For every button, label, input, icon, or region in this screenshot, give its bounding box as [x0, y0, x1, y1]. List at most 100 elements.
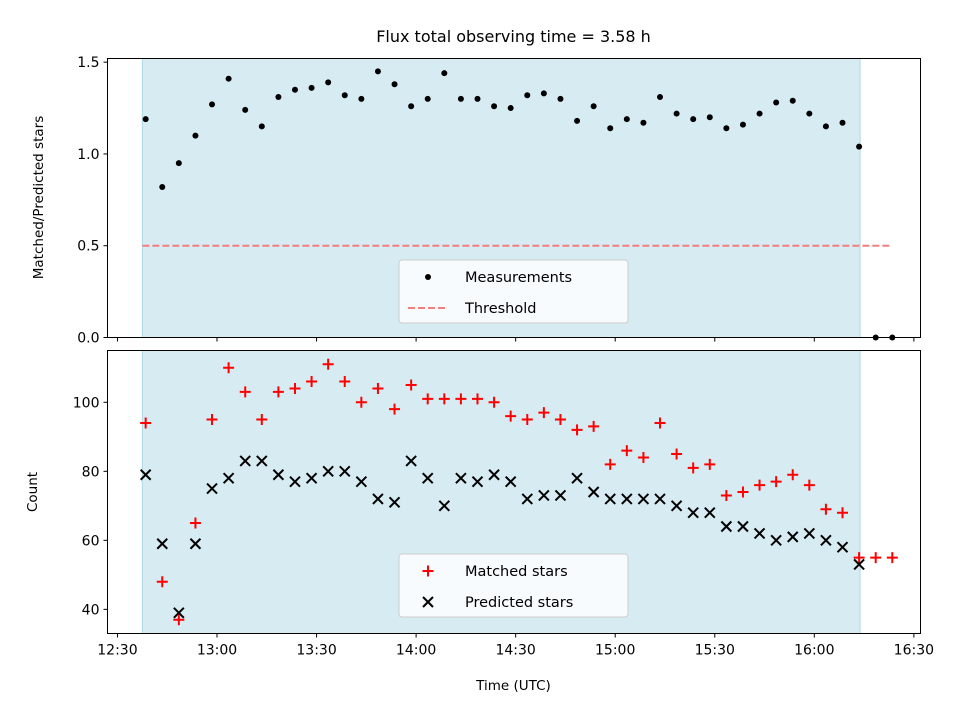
measurement-point	[856, 143, 863, 150]
x-tick-label: 14:30	[495, 643, 535, 659]
predicted-stars-point	[704, 506, 716, 519]
top-legend: Measurements Threshold	[398, 259, 629, 324]
legend-predicted-marker	[422, 596, 434, 608]
bottom-y-tick-label: 100	[73, 395, 100, 411]
matched-stars-point	[571, 424, 583, 436]
matched-stars-point	[671, 448, 683, 460]
predicted-stars-point	[239, 455, 251, 467]
top-legend-box	[398, 259, 629, 324]
measurement-point	[507, 105, 514, 112]
count-panel: 40 60 80 100 12:30 13:00 13:30 14:00 14:30 15:00 1…	[73, 350, 934, 659]
matched-stars-point	[803, 479, 815, 491]
top-y-tick-label: 1.0	[77, 147, 99, 163]
measurement-point	[192, 132, 199, 139]
measurement-point	[374, 68, 381, 75]
matched-stars-point	[770, 476, 782, 488]
predicted-stars-point	[787, 531, 799, 543]
measurement-point	[773, 99, 780, 106]
predicted-stars-point	[770, 534, 782, 547]
x-tick-label: 16:30	[894, 643, 934, 659]
chart-title: Flux total observing time = 3.58 h	[376, 27, 651, 46]
predicted-stars-point	[222, 472, 235, 484]
matched-stars-point	[239, 386, 251, 398]
bottom-y-tick-label: 60	[82, 533, 100, 549]
x-tick-label: 15:00	[595, 643, 635, 659]
bottom-plot-frame	[107, 350, 921, 634]
top-y-axis-label: Matched/Predicted stars	[31, 116, 47, 279]
predicted-stars-point	[737, 520, 749, 533]
predicted-stars-point	[687, 506, 699, 519]
predicted-stars-point	[670, 500, 683, 512]
matched-stars-point	[140, 417, 152, 429]
legend-label: Threshold	[464, 301, 536, 317]
predicted-stars-point	[488, 469, 500, 481]
legend-matched-marker	[422, 565, 434, 577]
measurement-point	[341, 92, 348, 99]
measurement-point	[159, 183, 166, 190]
matched-stars-point	[422, 393, 434, 405]
predicted-stars-point	[836, 541, 849, 553]
predicted-stars-point	[803, 527, 816, 540]
x-tick-label: 13:00	[197, 643, 237, 659]
matched-stars-point	[837, 507, 849, 519]
matched-stars-point	[820, 503, 832, 515]
top-y-tick-label: 0.5	[77, 239, 99, 255]
matched-stars-point	[737, 486, 749, 498]
measurement-point	[839, 119, 846, 126]
predicted-stars-point	[554, 489, 567, 502]
top-plot-frame	[107, 58, 921, 338]
x-tick-label: 15:30	[695, 643, 735, 659]
predicted-stars-point	[438, 500, 451, 512]
measurement-point	[789, 97, 796, 104]
matched-stars-point	[206, 414, 218, 426]
predicted-stars-point	[654, 493, 666, 505]
measurement-point	[408, 103, 415, 110]
predicted-stars-point	[339, 465, 351, 478]
measurement-point	[225, 75, 232, 82]
predicted-stars-point	[355, 475, 368, 488]
matched-stars-point	[156, 576, 168, 588]
matched-stars-point	[322, 358, 334, 370]
measurement-point	[723, 125, 730, 132]
bottom-legend-box	[398, 553, 629, 618]
predicted-stars-point	[206, 482, 218, 495]
measurement-point	[457, 95, 464, 102]
predicted-stars-point	[587, 486, 600, 498]
measurement-point	[308, 84, 315, 91]
matched-stars-point	[870, 552, 882, 564]
measurement-point	[607, 125, 614, 132]
legend-measurement-marker	[425, 274, 431, 280]
legend-label: Predicted stars	[465, 595, 573, 611]
measurement-point	[806, 110, 813, 117]
matched-stars-point	[720, 489, 732, 501]
predicted-stars-point	[256, 455, 268, 467]
measurement-point	[574, 117, 581, 124]
measurement-point	[822, 123, 829, 130]
matched-stars-point	[405, 379, 417, 391]
predicted-stars-point	[538, 489, 550, 502]
top-y-tick-label: 0.0	[77, 331, 99, 347]
matched-stars-point	[173, 614, 185, 626]
matched-stars-point	[886, 552, 898, 564]
measurement-point	[673, 110, 680, 117]
predicted-stars-point	[455, 472, 467, 484]
matched-stars-point	[687, 462, 699, 474]
measurement-point	[590, 103, 597, 110]
predicted-stars-point	[322, 465, 334, 478]
bottom-legend: Matched stars Predicted stars	[398, 553, 629, 618]
predicted-stars-point	[853, 558, 865, 571]
matched-stars-point	[538, 407, 550, 419]
measurement-point	[242, 106, 249, 113]
predicted-stars-point	[753, 527, 766, 540]
matched-stars-point	[787, 469, 799, 481]
legend-label: Measurements	[465, 270, 572, 286]
matched-stars-point	[604, 458, 616, 470]
x-tick-label: 14:00	[396, 643, 436, 659]
predicted-stars-point	[272, 469, 285, 481]
predicted-stars-point	[604, 493, 616, 505]
predicted-stars-point	[820, 534, 832, 547]
x-axis-label: Time (UTC)	[475, 678, 551, 694]
measurement-point	[291, 86, 298, 93]
matched-stars-point	[355, 396, 367, 408]
measurement-point	[142, 116, 149, 123]
